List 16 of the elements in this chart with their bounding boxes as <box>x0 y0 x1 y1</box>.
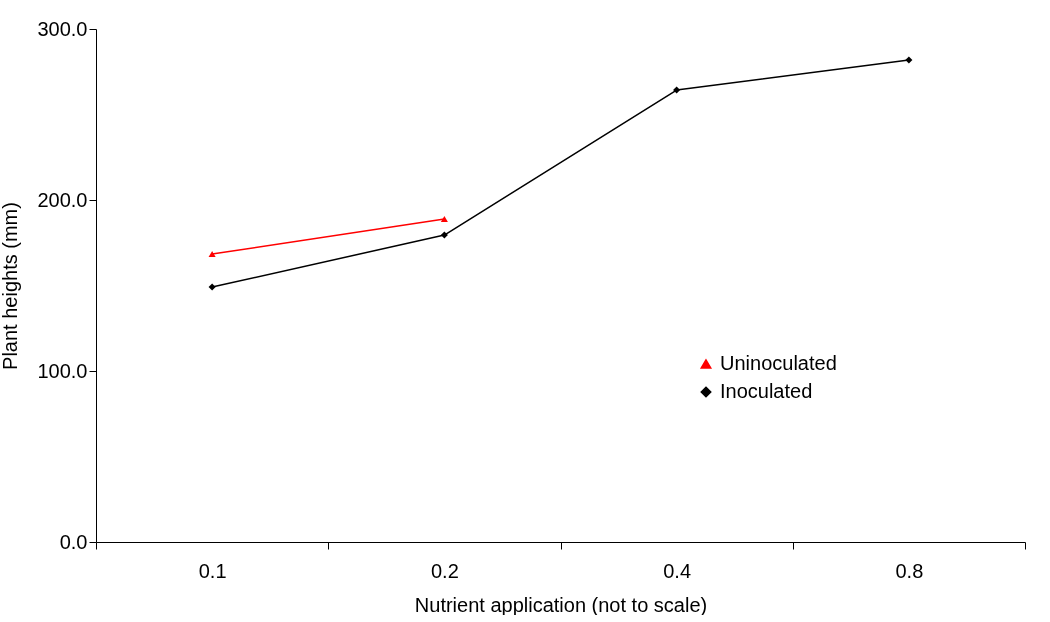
x-axis-title: Nutrient application (not to scale) <box>414 593 708 616</box>
point <box>440 231 448 239</box>
point <box>673 86 681 94</box>
legend-label: Inoculated <box>720 380 813 402</box>
x-tick-label: 0.1 <box>198 559 227 582</box>
y-tick-label: 100.0 <box>37 359 88 382</box>
x-tick-label: 0.2 <box>430 559 459 582</box>
legend-label: Uninoculated <box>720 352 837 374</box>
x-tick-label: 0.8 <box>895 559 924 582</box>
y-tick-label: 300.0 <box>37 17 88 40</box>
y-tick-label: 0.0 <box>59 530 88 553</box>
point <box>905 56 913 64</box>
y-axis-title: Plant heights (mm) <box>0 202 22 370</box>
x-tick-label: 0.4 <box>663 559 692 582</box>
point <box>208 283 216 291</box>
y-tick-label: 200.0 <box>37 188 88 211</box>
